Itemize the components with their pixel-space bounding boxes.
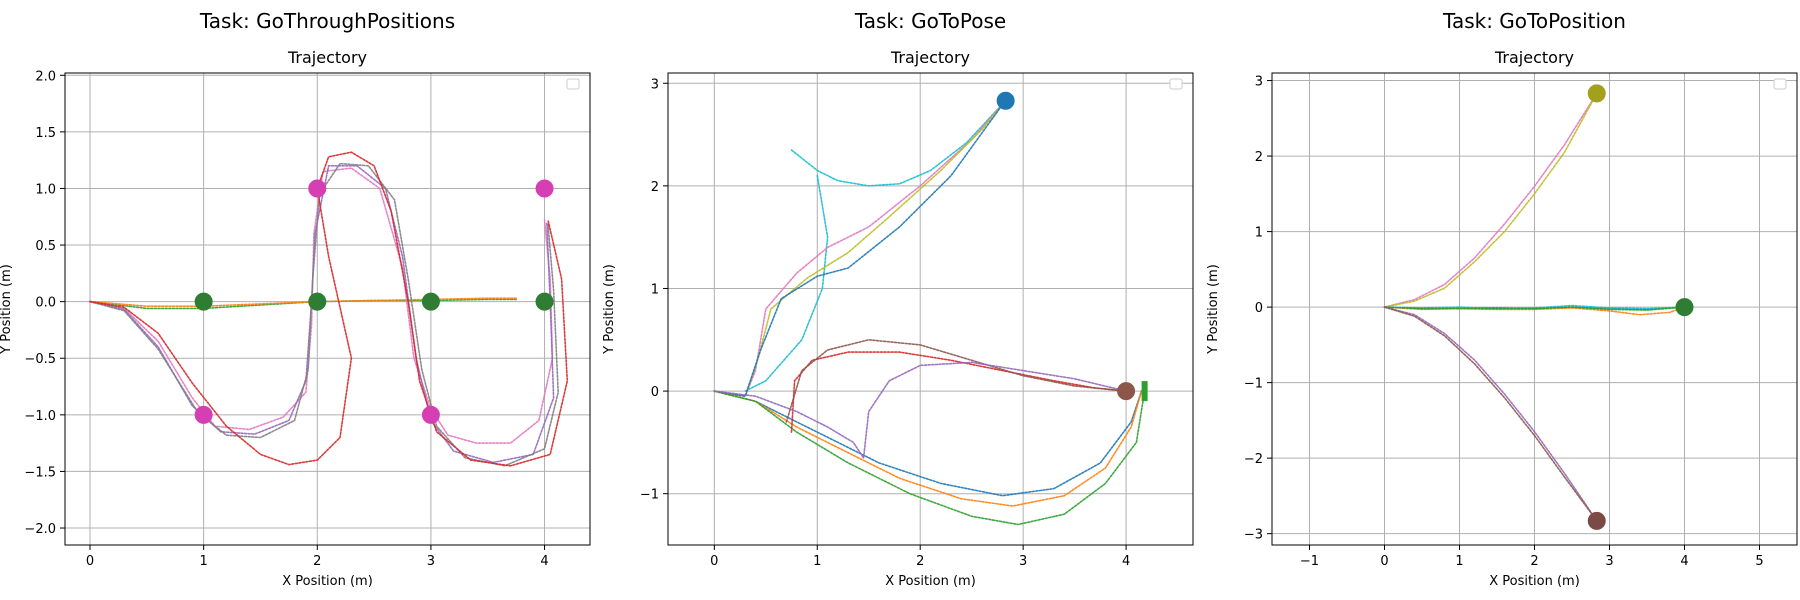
y-tick-label: −2.0 [24, 522, 56, 537]
x-tick-label: 2 [1530, 554, 1538, 569]
y-tick-label: −1 [640, 488, 659, 503]
y-tick-label: 3 [651, 77, 659, 92]
y-tick-label: 1 [1255, 226, 1263, 241]
panel-1: Task: GoThroughPositions Trajectory 0 1 2 3 4 −… [0, 9, 591, 589]
goal-marker [535, 292, 554, 311]
series-line-5 [713, 100, 1006, 397]
series-line-7 [1383, 306, 1598, 522]
x-tick-label: −1 [1300, 554, 1319, 569]
series-line-7 [713, 390, 1143, 507]
goal-marker [194, 405, 213, 424]
y-tick-label: 0 [651, 385, 659, 400]
goal-marker [308, 292, 327, 311]
y-tick-label: 1.0 [35, 182, 56, 197]
x-tick-label: 2 [313, 554, 321, 569]
task-title: Task: GoThroughPositions [199, 9, 455, 33]
series-line-5 [1383, 304, 1686, 310]
goal-marker [1587, 511, 1606, 530]
series-line-11 [862, 361, 1127, 459]
goal-marker [421, 405, 440, 424]
x-tick-label: 5 [1755, 554, 1763, 569]
y-axis-label: Y Position (m) [1206, 264, 1221, 355]
y-tick-label: −1.0 [24, 409, 56, 424]
series-line-2 [89, 297, 517, 307]
axes-title: Trajectory [287, 48, 367, 67]
y-axis-label: Y Position (m) [602, 264, 617, 355]
plot-area [89, 151, 569, 467]
y-tick-label: −3 [1244, 528, 1263, 543]
goal-marker [194, 292, 213, 311]
goal-marker [1117, 382, 1136, 401]
x-tick-label: 4 [1122, 554, 1130, 569]
axes-title: Trajectory [890, 48, 970, 67]
x-tick-label: 1 [813, 554, 821, 569]
y-tick-label: 0.5 [35, 239, 56, 254]
task-title: Task: GoToPose [854, 9, 1006, 33]
plot-area [713, 91, 1148, 526]
task-title: Task: GoToPosition [1442, 9, 1626, 33]
series-line-5 [89, 162, 559, 467]
y-tick-label: 2 [651, 180, 659, 195]
legend-box [1773, 78, 1787, 90]
x-tick-label: 4 [540, 554, 548, 569]
y-tick-label: −1 [1244, 377, 1263, 392]
y-tick-label: 2 [1255, 150, 1263, 165]
series-line-1 [89, 298, 517, 310]
series-line-8 [1383, 306, 1598, 522]
axes-frame [64, 72, 591, 546]
goal-marker [308, 179, 327, 198]
x-tick-label: 3 [1019, 554, 1027, 569]
x-tick-label: 0 [1380, 554, 1388, 569]
panel-2: Task: GoToPose Trajectory 0 1 2 3 4 −1 0 1 2 3 X Pos… [602, 9, 1194, 589]
y-tick-label: 1.5 [35, 126, 56, 141]
x-tick-label: 1 [1455, 554, 1463, 569]
x-tick-label: 3 [427, 554, 435, 569]
x-tick-label: 1 [199, 554, 207, 569]
y-tick-label: 2.0 [35, 69, 56, 84]
legend-box [1169, 78, 1183, 90]
y-tick-label: −0.5 [24, 352, 56, 367]
goal-marker [1675, 298, 1694, 317]
x-tick-label: 0 [710, 554, 718, 569]
series-line-12 [713, 390, 865, 459]
goal-marker [1141, 381, 1148, 402]
x-tick-label: 0 [86, 554, 94, 569]
y-tick-label: 1 [651, 282, 659, 297]
y-tick-label: −1.5 [24, 465, 56, 480]
series-line-9 [790, 351, 1127, 433]
panel-3: Task: GoToPosition Trajectory −1 0 1 2 3 4 5 −3 −2… [1206, 9, 1798, 589]
x-axis-label: X Position (m) [282, 574, 373, 589]
y-tick-label: 0 [1255, 301, 1263, 316]
plot-area [1383, 84, 1694, 530]
goal-marker [535, 179, 554, 198]
x-tick-label: 2 [916, 554, 924, 569]
series-line-4 [89, 165, 555, 464]
series-line-2 [744, 174, 829, 392]
series-line-6 [89, 151, 569, 467]
series-line-1 [1383, 92, 1598, 308]
y-tick-label: 3 [1255, 75, 1263, 90]
series-line-10 [785, 339, 1127, 423]
axes-title: Trajectory [1494, 48, 1574, 67]
series-line-6 [1383, 306, 1686, 311]
legend-box [566, 78, 580, 90]
series-line-2 [1383, 92, 1598, 308]
y-tick-label: −2 [1244, 452, 1263, 467]
series-line-1 [790, 100, 1006, 187]
axes-frame [667, 72, 1194, 546]
x-axis-label: X Position (m) [1489, 574, 1580, 589]
x-axis-label: X Position (m) [885, 574, 976, 589]
goal-marker [421, 292, 440, 311]
goal-marker [1587, 84, 1606, 103]
y-axis-label: Y Position (m) [0, 264, 14, 355]
series-line-8 [713, 390, 1146, 526]
x-tick-label: 4 [1680, 554, 1688, 569]
goal-marker [996, 91, 1015, 110]
series-line-6 [713, 390, 1143, 497]
x-tick-label: 3 [1605, 554, 1613, 569]
y-tick-label: 0.0 [35, 296, 56, 311]
